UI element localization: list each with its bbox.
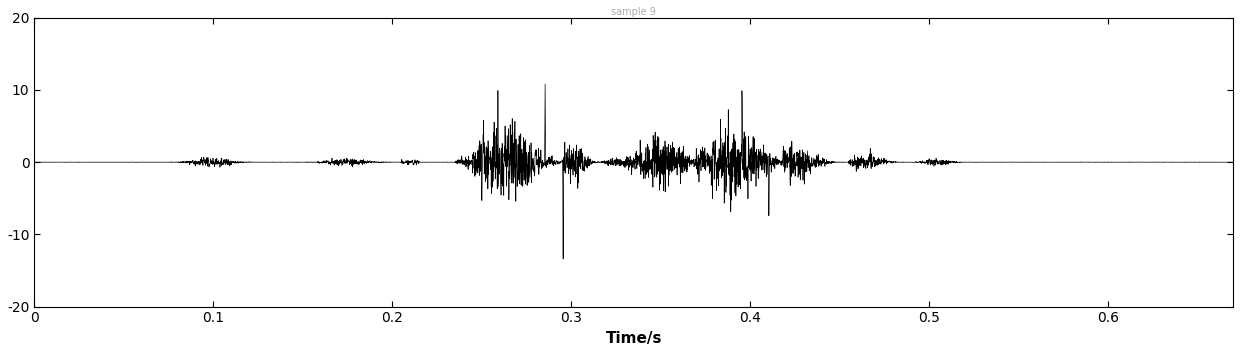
X-axis label: Time/s: Time/s: [605, 331, 662, 346]
Title: sample 9: sample 9: [611, 7, 656, 17]
